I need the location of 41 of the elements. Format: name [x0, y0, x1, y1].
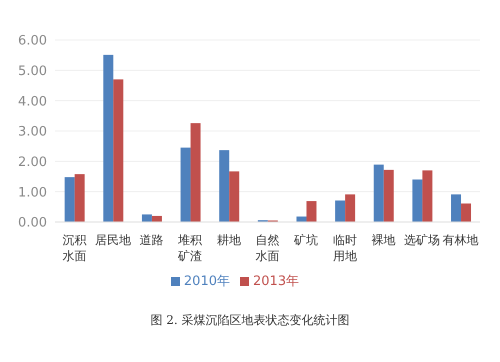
bar	[190, 123, 201, 222]
bar	[422, 170, 432, 222]
bar	[306, 201, 316, 222]
bar	[64, 177, 75, 222]
x-tick-label: 沉积水面	[62, 233, 86, 263]
bar	[229, 171, 240, 222]
x-tick-label: 裸地	[371, 233, 396, 247]
bar	[113, 79, 124, 222]
bar	[219, 150, 230, 222]
x-tick-label: 选矿场	[404, 233, 440, 247]
bar	[180, 148, 191, 222]
y-tick-label: 4.00	[18, 94, 47, 110]
bar	[142, 214, 152, 222]
x-tick-label: 道路	[140, 233, 164, 247]
x-tick-label: 矿坑	[293, 233, 318, 247]
bar	[335, 200, 346, 222]
x-tick-label: 有林地	[442, 233, 479, 247]
y-tick-label: 6.00	[18, 34, 47, 49]
x-tick-label: 临时用地	[332, 233, 357, 263]
caption: 图 2. 采煤沉陷区地表状态变化统计图	[149, 312, 351, 329]
x-tick-label: 耕地	[216, 233, 241, 247]
y-tick-label: 0.00	[18, 216, 47, 231]
bar	[296, 216, 306, 222]
bar	[384, 170, 394, 222]
bar	[74, 174, 85, 222]
bar	[412, 180, 422, 222]
bar	[345, 194, 356, 222]
y-tick-label: 2.00	[18, 154, 47, 170]
x-tick-label: 堆积矿渣	[177, 233, 202, 263]
bar	[152, 216, 162, 222]
x-tick-label: 自然水面	[256, 233, 280, 263]
legend-label: 2013年	[253, 274, 300, 289]
y-tick-label: 1.00	[18, 185, 47, 200]
x-tick-label: 居民地	[94, 233, 131, 247]
y-tick-label: 3.00	[18, 124, 47, 140]
legend-label: 2010年	[184, 274, 230, 289]
y-tick-label: 5.00	[18, 64, 47, 79]
bar	[461, 203, 472, 222]
bar	[103, 54, 114, 222]
bar	[451, 194, 462, 222]
bar	[374, 164, 384, 222]
